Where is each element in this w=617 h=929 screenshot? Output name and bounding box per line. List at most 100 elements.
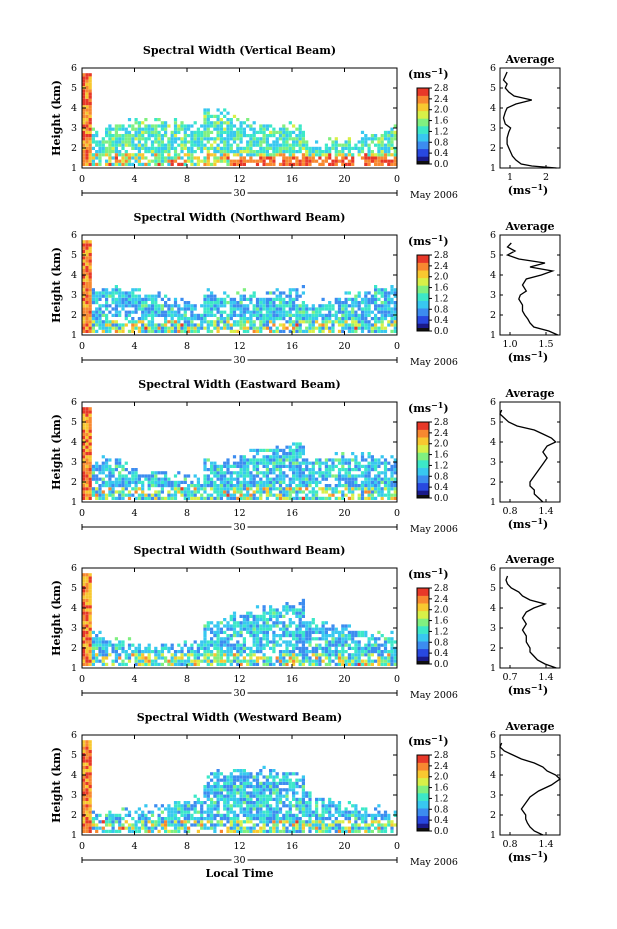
- heatmap-cell: [265, 781, 269, 785]
- heatmap-cell: [85, 423, 89, 427]
- heatmap-cell: [259, 820, 263, 824]
- heatmap-cell: [114, 323, 118, 327]
- heatmap-cell: [262, 826, 266, 830]
- heatmap-cell: [262, 804, 266, 808]
- heatmap-cell: [85, 756, 89, 760]
- heatmap-cell: [269, 317, 273, 321]
- heatmap-cell: [173, 662, 178, 666]
- heatmap-cell: [282, 650, 286, 654]
- heatmap-cell: [347, 484, 351, 488]
- heatmap-cell: [200, 146, 204, 150]
- heatmap-cell: [255, 468, 260, 472]
- heatmap-cell: [180, 820, 184, 824]
- heatmap-cell: [193, 496, 197, 500]
- heatmap-cell: [137, 820, 141, 824]
- heatmap-cell: [229, 496, 233, 500]
- heatmap-cell: [285, 659, 289, 663]
- heatmap-cell: [203, 643, 207, 647]
- heatmap-cell: [272, 317, 276, 321]
- heatmap-cell: [173, 826, 178, 830]
- heatmap-cell: [288, 156, 292, 160]
- heatmap-cell: [305, 637, 309, 641]
- heatmap-cell: [232, 134, 237, 138]
- heatmap-cell: [108, 323, 112, 327]
- heatmap-cell: [305, 461, 309, 465]
- heatmap-cell: [370, 464, 374, 468]
- heatmap-cell: [282, 627, 286, 631]
- heatmap-cell: [252, 127, 256, 131]
- heatmap-cell: [344, 162, 348, 166]
- heatmap-cell: [308, 162, 312, 166]
- heatmap-cell: [127, 313, 132, 317]
- heatmap-cell: [108, 150, 112, 154]
- heatmap-cell: [269, 829, 273, 833]
- heatmap-cell: [108, 817, 112, 821]
- heatmap-cell: [223, 813, 227, 817]
- heatmap-cell: [216, 118, 220, 122]
- heatmap-cell: [393, 310, 397, 314]
- heatmap-cell: [278, 127, 283, 131]
- heatmap-cell: [134, 294, 138, 298]
- heatmap-cell: [357, 307, 361, 311]
- heatmap-cell: [249, 471, 253, 475]
- heatmap-cell: [354, 659, 358, 663]
- heatmap-cell: [173, 140, 178, 144]
- heatmap-cell: [387, 304, 391, 308]
- heatmap-cell: [88, 124, 92, 128]
- heatmap-cell: [213, 490, 217, 494]
- heatmap-cell: [272, 313, 276, 317]
- heatmap-cell: [321, 490, 325, 494]
- heatmap-cell: [131, 643, 135, 647]
- heatmap-cell: [278, 611, 283, 615]
- heatmap-cell: [252, 304, 256, 308]
- heatmap-cell: [249, 807, 253, 811]
- heatmap-cell: [144, 826, 148, 830]
- heatmap-cell: [219, 640, 223, 644]
- heatmap-cell: [229, 826, 233, 830]
- heatmap-cell: [344, 291, 348, 295]
- heatmap-cell: [111, 291, 115, 295]
- heatmap-cell: [239, 791, 243, 795]
- heatmap-cell: [85, 646, 89, 650]
- heatmap-cell: [315, 653, 319, 657]
- heatmap-cell: [278, 614, 283, 618]
- heatmap-cell: [393, 493, 397, 497]
- heatmap-cell: [334, 153, 338, 157]
- heatmap-cell: [226, 807, 230, 811]
- heatmap-cell: [88, 162, 92, 166]
- heatmap-cell: [328, 320, 332, 324]
- heatmap-cell: [265, 474, 269, 478]
- heatmap-cell: [282, 487, 286, 491]
- heatmap-cell: [347, 323, 351, 327]
- heatmap-cell: [255, 313, 260, 317]
- heatmap-cell: [262, 627, 266, 631]
- heatmap-cell: [196, 127, 200, 131]
- heatmap-cell: [111, 468, 115, 472]
- heatmap-cell: [262, 480, 266, 484]
- x-tick-label: 4: [131, 174, 137, 185]
- heatmap-cell: [364, 659, 368, 663]
- heatmap-cell: [114, 307, 118, 311]
- heatmap-cell: [85, 602, 89, 606]
- heatmap-cell: [236, 162, 240, 166]
- heatmap-cell: [170, 313, 174, 317]
- heatmap-cell: [210, 813, 214, 817]
- heatmap-cell: [95, 829, 99, 833]
- heatmap-cell: [160, 159, 164, 163]
- heatmap-cell: [288, 484, 292, 488]
- heatmap-cell: [154, 140, 158, 144]
- heatmap-cell: [190, 150, 194, 154]
- heatmap-cell: [285, 464, 289, 468]
- heatmap-cell: [150, 650, 155, 654]
- avg-x-tick-label: 0.8: [502, 506, 517, 517]
- heatmap-cell: [269, 480, 273, 484]
- heatmap-cell: [341, 329, 345, 333]
- heatmap-cell: [88, 630, 92, 634]
- heatmap-cell: [108, 143, 112, 147]
- heatmap-cell: [321, 477, 325, 481]
- heatmap-cell: [210, 630, 214, 634]
- heatmap-cell: [387, 662, 391, 666]
- heatmap-cell: [134, 646, 138, 650]
- heatmap-cell: [150, 313, 155, 317]
